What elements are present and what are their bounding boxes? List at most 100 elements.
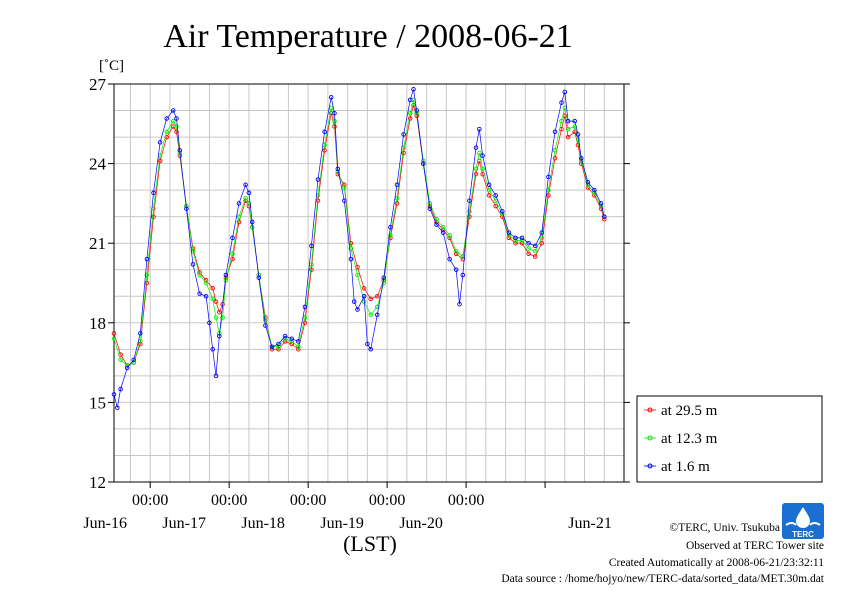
x-axis-label: (LST) [343, 531, 397, 556]
data-point [213, 299, 219, 304]
data-point [602, 214, 607, 219]
data-point [572, 124, 577, 129]
data-point [144, 272, 150, 278]
logo-text: TERC [792, 530, 814, 539]
created-text: Created Automatically at 2008-06-21/23:3… [609, 557, 824, 569]
data-point [170, 118, 176, 124]
data-point [440, 230, 446, 235]
data-point [289, 336, 294, 341]
data-point [348, 246, 354, 251]
data-point [388, 225, 393, 230]
data-point [230, 235, 235, 241]
data-point [421, 161, 426, 166]
data-point [118, 386, 123, 392]
data-point [519, 235, 525, 241]
y-tick-label: 15 [89, 393, 106, 412]
series-1 [111, 97, 607, 368]
data-point [486, 182, 492, 188]
legend-swatch-marker [647, 463, 653, 469]
data-point [513, 235, 518, 241]
data-point [539, 235, 545, 241]
data-point [375, 304, 380, 310]
data-point [249, 219, 255, 225]
legend-swatch-marker [647, 407, 653, 413]
data-point [315, 177, 321, 182]
data-point [246, 201, 252, 206]
data-point [151, 214, 156, 219]
data-point [342, 198, 347, 203]
data-point [361, 286, 367, 291]
series-line [113, 99, 605, 366]
source-text: Data source : /home/hojyo/new/TERC-data/… [501, 573, 824, 585]
data-point [289, 341, 294, 347]
data-point [111, 331, 117, 336]
data-point [322, 129, 327, 135]
data-point [477, 150, 482, 156]
data-point [302, 320, 308, 326]
data-point [236, 219, 242, 225]
data-point [368, 312, 373, 318]
data-point [177, 148, 183, 153]
data-point [115, 405, 120, 410]
data-point [526, 246, 531, 251]
data-point [220, 315, 225, 320]
data-point [394, 201, 400, 206]
x-date-label: Jun-20 [399, 515, 443, 532]
data-point [328, 95, 334, 100]
data-point [174, 124, 179, 129]
data-point [144, 256, 150, 262]
y-tick-label: 27 [89, 75, 107, 94]
data-point [249, 225, 255, 230]
data-point [407, 110, 413, 116]
data-point [473, 171, 479, 177]
data-point [210, 296, 215, 302]
data-point [572, 118, 577, 124]
data-point [151, 190, 156, 196]
data-point [351, 299, 357, 304]
data-point [506, 230, 512, 235]
data-point [513, 238, 518, 243]
data-point [164, 116, 169, 121]
data-point [381, 280, 387, 286]
data-point [500, 209, 505, 214]
data-point [532, 254, 538, 259]
data-point [368, 296, 373, 302]
data-point [276, 341, 281, 347]
data-point [332, 118, 337, 124]
data-point [243, 195, 248, 201]
copyright-text: ©TERC, Univ. Tsukuba [670, 522, 780, 534]
data-point [579, 156, 584, 161]
data-point [190, 262, 196, 267]
data-point [562, 89, 568, 95]
x-date-label: Jun-17 [162, 515, 206, 532]
data-point [289, 339, 294, 344]
data-point [467, 209, 472, 214]
data-point [477, 126, 482, 132]
terc-logo: TERC [782, 503, 824, 539]
data-point [243, 182, 248, 188]
data-point [210, 347, 215, 352]
series-line [113, 103, 605, 366]
data-point [585, 179, 591, 185]
x-tick-label: 00:00 [290, 492, 326, 509]
series-line [113, 89, 605, 408]
data-point [559, 100, 564, 105]
data-point [411, 102, 416, 108]
data-point [427, 201, 433, 206]
x-date-label: Jun-18 [241, 515, 285, 532]
data-point [309, 267, 314, 272]
data-point [552, 156, 558, 161]
data-point [269, 347, 275, 352]
legend: at 29.5 m at 12.3 m at 1.6 m [636, 395, 823, 483]
data-point [157, 158, 163, 164]
data-point [602, 217, 607, 222]
data-point [203, 280, 209, 286]
data-point [296, 347, 301, 352]
data-point [230, 256, 235, 262]
data-point [565, 126, 571, 132]
data-point [453, 248, 459, 254]
data-point [575, 132, 581, 137]
data-point [348, 256, 354, 262]
data-point [269, 344, 275, 349]
